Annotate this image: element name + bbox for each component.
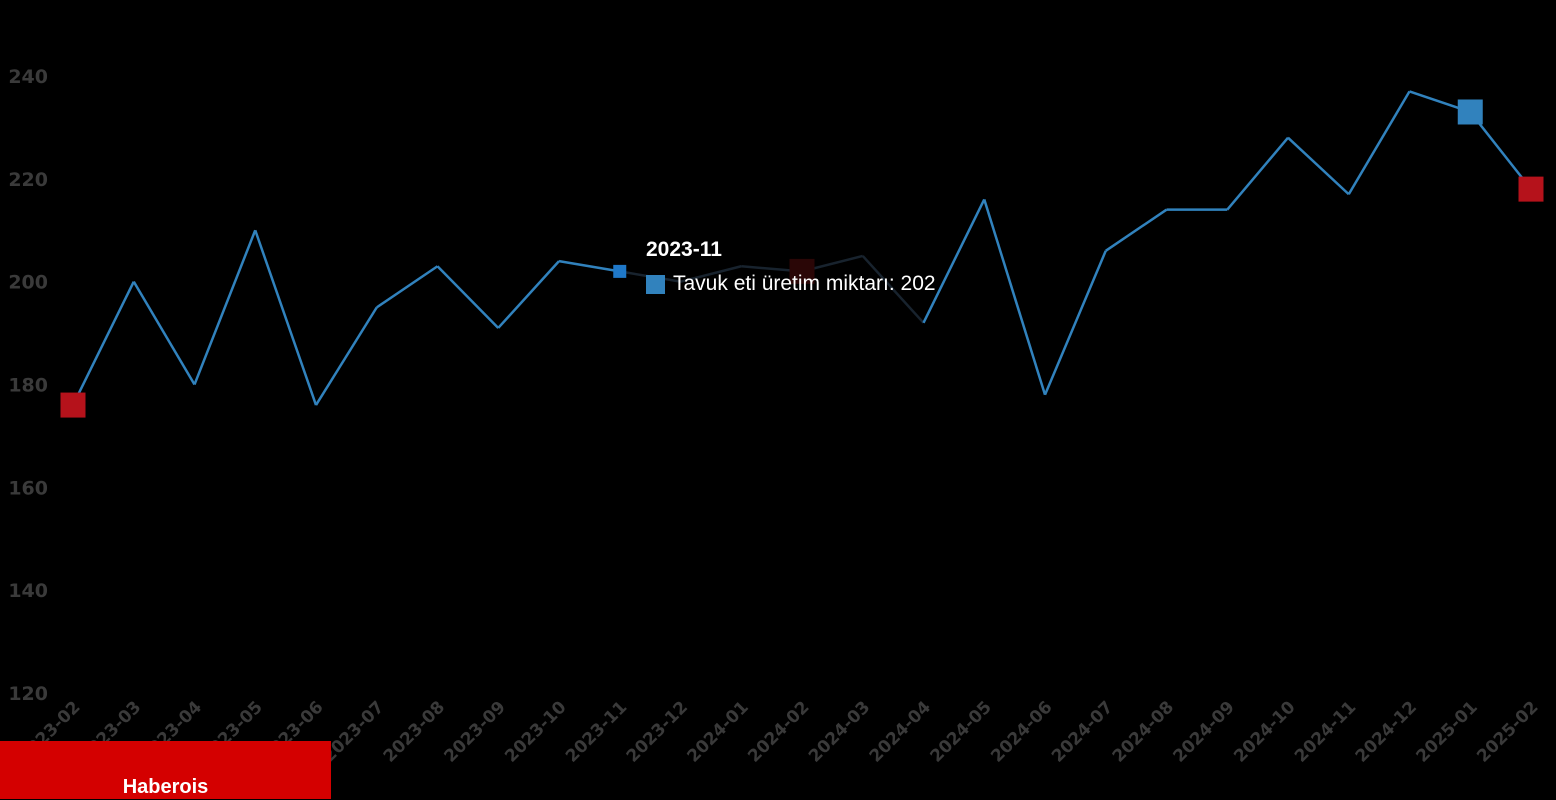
- y-tick-label: 220: [8, 169, 48, 191]
- tooltip-text: Tavuk eti üretim miktarı: 202: [673, 272, 936, 295]
- series-line-segment: [254, 229, 318, 406]
- x-tick-label: 2023-09: [440, 697, 509, 766]
- x-tick-label: 2023-10: [501, 697, 570, 766]
- tooltip-title: 2023-11: [646, 238, 722, 261]
- x-tick-label: 2024-01: [683, 697, 752, 766]
- x-tick-label: 2024-08: [1109, 697, 1178, 766]
- hovered-point-marker: [613, 264, 627, 278]
- x-tick-label: 2024-09: [1169, 697, 1238, 766]
- x-tick-label: 2023-12: [623, 697, 692, 766]
- y-tick-label: 120: [8, 683, 48, 705]
- series-line-segment: [376, 265, 439, 309]
- highlight-marker: [1457, 99, 1483, 125]
- x-tick-label: 2025-01: [1412, 697, 1481, 766]
- y-tick-label: 180: [8, 375, 48, 397]
- brand-label: Haberois: [122, 776, 209, 798]
- series-line-segment: [436, 265, 500, 329]
- series-line-segment: [680, 265, 742, 283]
- series-line-segment: [983, 199, 1047, 396]
- y-tick-label: 140: [8, 580, 48, 602]
- series-line-segment: [1287, 136, 1350, 196]
- x-tick-label: 2025-02: [1473, 697, 1542, 766]
- brand-banner: Haberois: [0, 741, 331, 799]
- dimmed-marker: [789, 258, 815, 284]
- x-tick-label: 2024-03: [805, 697, 874, 766]
- x-tick-label: 2024-11: [1291, 697, 1360, 766]
- tooltip-row: Tavuk eti üretim miktarı: 202: [646, 272, 936, 296]
- x-tick-label: 2023-08: [380, 697, 449, 766]
- series-line-segment: [1226, 136, 1289, 211]
- y-tick-label: 160: [8, 477, 48, 499]
- series-line-segment: [132, 281, 196, 386]
- tooltip: 2023-11 Tavuk eti üretim miktarı: 202: [646, 238, 936, 296]
- x-tick-label: 2024-12: [1352, 697, 1421, 766]
- series-line-segment: [1043, 250, 1107, 396]
- legend-swatch: [646, 274, 665, 294]
- series-line-segment: [497, 260, 560, 329]
- y-tick-label: 200: [8, 272, 48, 294]
- x-tick-label: 2024-10: [1230, 697, 1299, 766]
- series-line-segment: [193, 229, 257, 385]
- series-line-segment: [71, 281, 135, 406]
- x-tick-label: 2024-05: [926, 697, 995, 766]
- x-tick-label: 2023-11: [562, 697, 631, 766]
- x-tick-label: 2024-02: [744, 697, 813, 766]
- y-tick-label: 240: [8, 66, 48, 88]
- series-line-segment: [1105, 208, 1168, 252]
- series-line-segment: [1347, 90, 1411, 195]
- x-tick-label: 2024-06: [987, 697, 1056, 766]
- series-line-segment: [558, 259, 620, 273]
- series-line-segment: [922, 198, 986, 324]
- x-tick-label: 2024-04: [866, 697, 935, 766]
- series-line-segment: [314, 306, 378, 406]
- x-tick-label: 2024-07: [1048, 697, 1117, 766]
- min-marker: [60, 392, 86, 418]
- series-line-segment: [1469, 111, 1532, 190]
- last-marker: [1518, 176, 1544, 202]
- series-line-segment: [861, 255, 925, 324]
